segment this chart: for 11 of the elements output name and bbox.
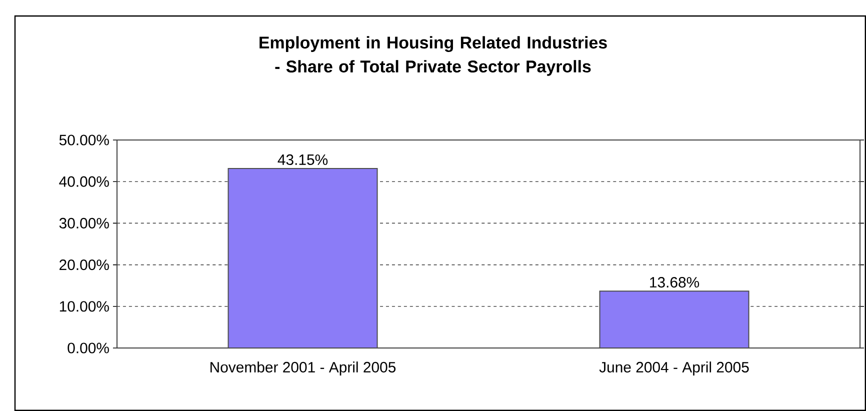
y-tick-label: 0.00% bbox=[68, 342, 109, 354]
x-tick-label: November 2001 - April 2005 bbox=[210, 362, 396, 376]
y-tick-label: 20.00% bbox=[60, 260, 109, 270]
chart-title: Employment in Housing Related Industries - Share of Total Private Sector Payrolls bbox=[260, 36, 607, 76]
x-tick-label: June 2004 - April 2005 bbox=[599, 362, 749, 376]
data-label: 43.15% bbox=[278, 154, 328, 165]
y-tick-label: 10.00% bbox=[60, 301, 109, 312]
data-label: 13.68% bbox=[650, 276, 700, 288]
y-tick-label: 50.00% bbox=[59, 134, 109, 146]
y-tick-label: 40.00% bbox=[59, 176, 109, 187]
y-tick-label: 30.00% bbox=[59, 218, 109, 228]
